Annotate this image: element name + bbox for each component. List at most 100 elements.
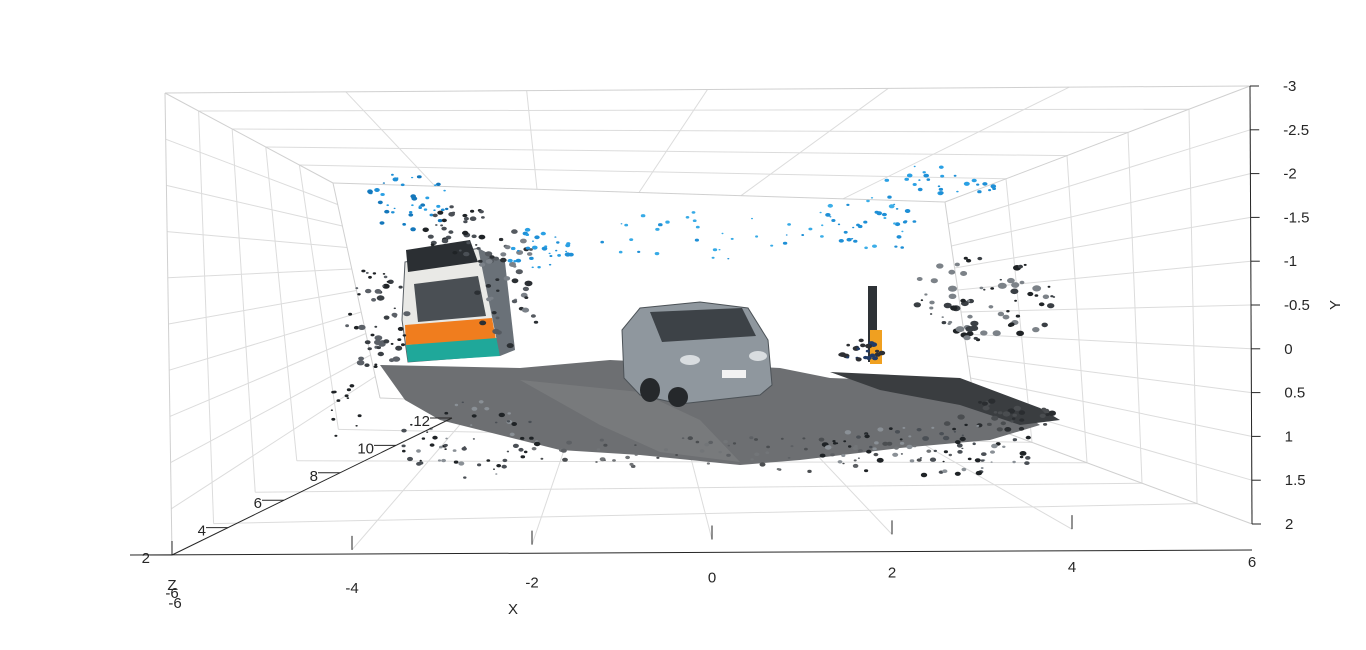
car-wheel [668, 387, 688, 407]
dark-points [376, 295, 385, 301]
z-axis-line [171, 417, 453, 556]
road-edge-points [625, 455, 630, 460]
sky-points [524, 227, 531, 232]
bus-side-points [524, 296, 529, 299]
dark-points [980, 467, 984, 469]
dark-points [437, 459, 442, 462]
road-edge-points [873, 452, 879, 457]
dark-points [511, 422, 517, 426]
dark-points [440, 224, 443, 227]
curb-points [1048, 410, 1056, 416]
road-edge-points [765, 451, 770, 455]
sky-points [515, 258, 522, 263]
sky-points [922, 171, 926, 174]
dark-points [334, 434, 338, 437]
sky-points [918, 179, 921, 181]
dark-points [1032, 285, 1042, 292]
sky-points [912, 220, 917, 223]
curb-points [1041, 407, 1047, 411]
bus-side-points [511, 229, 518, 234]
sky-points [529, 256, 534, 260]
dark-points [355, 425, 358, 427]
curb [830, 372, 1060, 425]
sky-points [755, 235, 759, 238]
pole-base-points [858, 338, 864, 343]
dark-points [874, 441, 879, 445]
road-edge-points [749, 436, 754, 440]
road-edge-points [886, 441, 893, 446]
sky-points [525, 246, 531, 250]
dark-points [924, 293, 928, 296]
sky-points [831, 219, 836, 222]
road-edge-points [704, 442, 710, 447]
road-edge-points [723, 440, 728, 444]
dark-points [1025, 456, 1031, 460]
dark-points [496, 464, 502, 468]
dark-points [988, 305, 994, 309]
dark-points [941, 321, 947, 325]
dark-points [967, 314, 973, 319]
dark-points [961, 434, 964, 437]
dark-points [899, 438, 903, 441]
dark-points [877, 427, 884, 432]
traffic-light-pole [868, 286, 877, 362]
bus-side-points [528, 248, 533, 251]
bus-teal-band [406, 338, 500, 362]
grid-line-z [1127, 132, 1143, 484]
dark-points [966, 331, 974, 337]
dark-points [398, 285, 403, 289]
sky-points [827, 203, 833, 208]
dark-points [876, 457, 884, 463]
dark-points [908, 435, 912, 438]
dark-points [857, 457, 860, 459]
road-edge-points [912, 444, 917, 448]
sky-points [976, 183, 980, 186]
dark-points [960, 271, 968, 276]
dark-points [346, 397, 350, 399]
sky-points [531, 266, 534, 269]
grid-line-y [951, 173, 1251, 247]
sky-points [694, 238, 700, 242]
grid-line-x [740, 87, 889, 197]
grid-line-x [526, 90, 538, 190]
sky-points [433, 209, 436, 211]
dark-points [461, 401, 464, 404]
dark-points [449, 205, 454, 209]
road-edge-points [857, 449, 863, 453]
sky-points [843, 230, 848, 234]
grid-line-y [169, 311, 362, 371]
dark-points [997, 311, 1005, 317]
dark-points [361, 269, 366, 273]
road-edge-points [599, 438, 604, 442]
dark-points [916, 277, 923, 281]
sky-points [507, 258, 513, 263]
dark-points [981, 452, 987, 456]
sky-points [851, 238, 854, 240]
curb-points [988, 398, 996, 404]
bus-side-points [485, 284, 492, 288]
dark-points [518, 447, 524, 452]
grid-line-z [198, 108, 1190, 112]
road-edge-points [634, 444, 637, 446]
dark-points [509, 432, 515, 437]
dark-points [390, 342, 394, 345]
dark-points [462, 213, 468, 218]
dark-points [391, 312, 398, 317]
dark-points [520, 455, 526, 459]
dark-points [331, 417, 336, 421]
dark-points [484, 407, 490, 411]
bus-side-points [484, 251, 493, 257]
bus-side-points [521, 307, 530, 313]
dark-points [441, 226, 447, 231]
dark-points [872, 447, 877, 451]
grid-line-y [168, 290, 357, 325]
grid-line-x [351, 401, 480, 551]
curb-points [1012, 413, 1017, 417]
dark-points [1034, 294, 1039, 297]
sky-points [917, 187, 923, 192]
sky-points [825, 213, 831, 217]
x-tick-label: -4 [345, 580, 358, 597]
dark-points [373, 365, 378, 368]
